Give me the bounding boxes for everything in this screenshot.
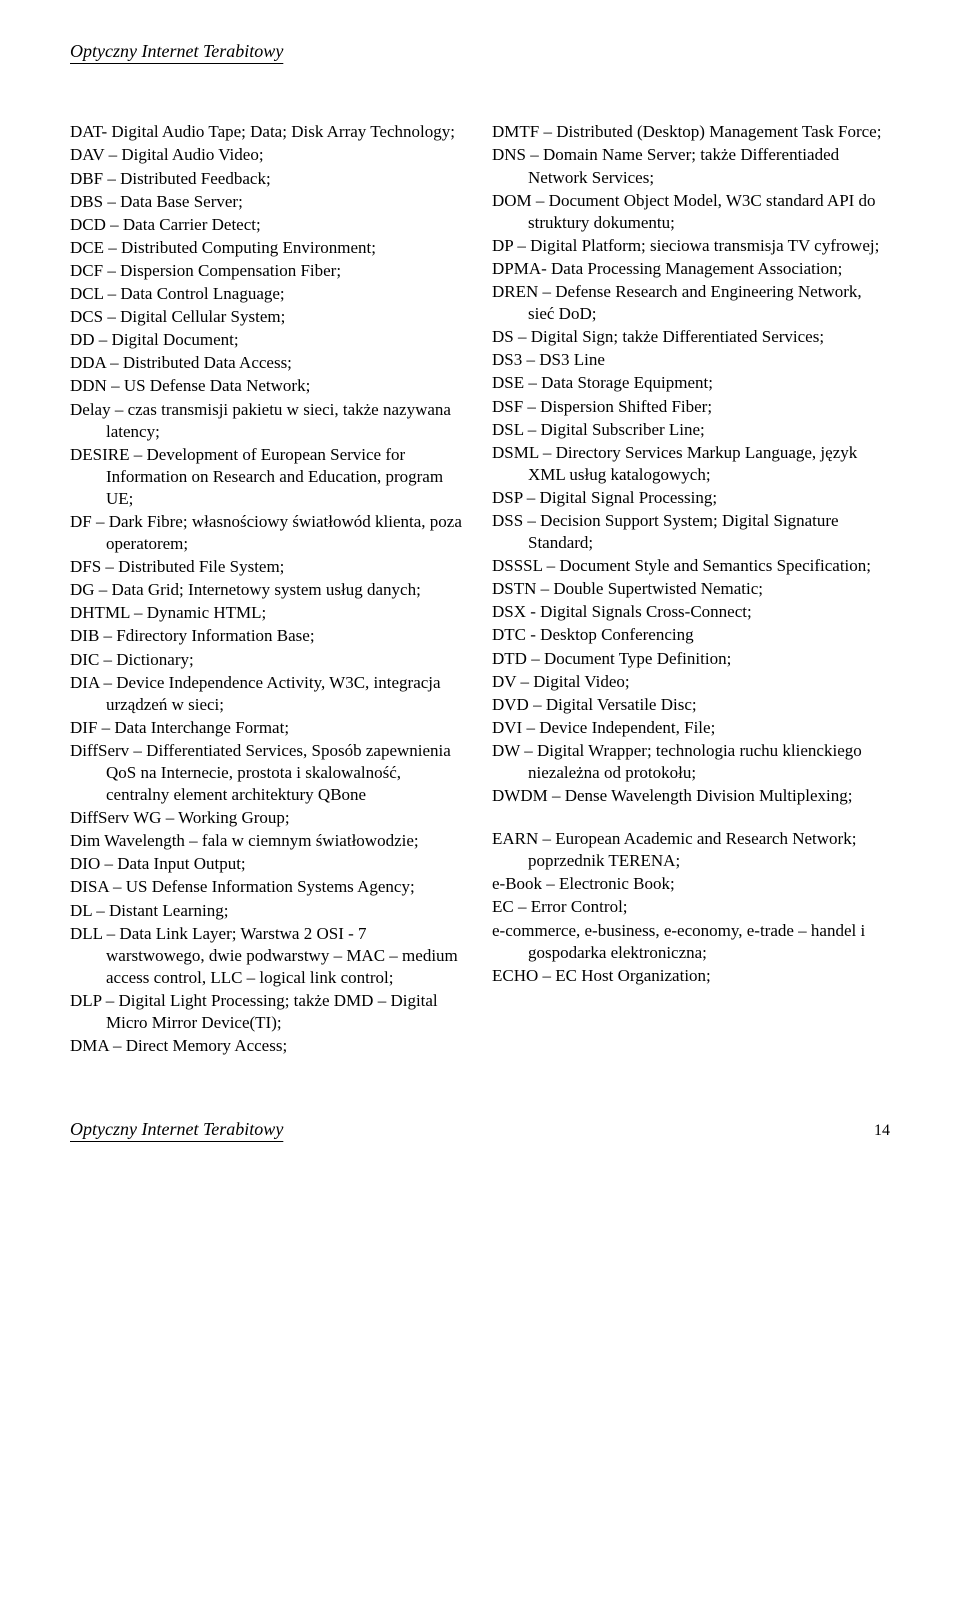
glossary-entry: DL – Distant Learning; xyxy=(70,900,468,922)
glossary-entry: DSL – Digital Subscriber Line; xyxy=(492,419,890,441)
glossary-entry: DREN – Defense Research and Engineering … xyxy=(492,281,890,325)
glossary-entry: DSF – Dispersion Shifted Fiber; xyxy=(492,396,890,418)
glossary-entry: DAV – Digital Audio Video; xyxy=(70,144,468,166)
glossary-entry: DD – Digital Document; xyxy=(70,329,468,351)
glossary-entry: DCS – Digital Cellular System; xyxy=(70,306,468,328)
glossary-entry: DCF – Dispersion Compensation Fiber; xyxy=(70,260,468,282)
glossary-entry: DSE – Data Storage Equipment; xyxy=(492,372,890,394)
glossary-entry: DSX - Digital Signals Cross-Connect; xyxy=(492,601,890,623)
content-columns: DAT- Digital Audio Tape; Data; Disk Arra… xyxy=(70,121,890,1058)
glossary-entry: DAT- Digital Audio Tape; Data; Disk Arra… xyxy=(70,121,468,143)
glossary-entry: EC – Error Control; xyxy=(492,896,890,918)
glossary-entry: e-Book – Electronic Book; xyxy=(492,873,890,895)
glossary-entry: DDA – Distributed Data Access; xyxy=(70,352,468,374)
glossary-entry: DG – Data Grid; Internetowy system usług… xyxy=(70,579,468,601)
glossary-entry: e-commerce, e-business, e-economy, e-tra… xyxy=(492,920,890,964)
glossary-entry: DS – Digital Sign; także Differentiated … xyxy=(492,326,890,348)
glossary-entry: DMA – Direct Memory Access; xyxy=(70,1035,468,1057)
page-footer: Optyczny Internet Terabitowy 14 xyxy=(70,1118,890,1141)
glossary-entry: DS3 – DS3 Line xyxy=(492,349,890,371)
section-spacer xyxy=(492,808,890,828)
glossary-entry: DLP – Digital Light Processing; także DM… xyxy=(70,990,468,1034)
glossary-entry: Dim Wavelength – fala w ciemnym światłow… xyxy=(70,830,468,852)
glossary-entry: DiffServ WG – Working Group; xyxy=(70,807,468,829)
glossary-entry: DIC – Dictionary; xyxy=(70,649,468,671)
glossary-entry: DIA – Device Independence Activity, W3C,… xyxy=(70,672,468,716)
glossary-entry: DOM – Document Object Model, W3C standar… xyxy=(492,190,890,234)
glossary-entry: DVI – Device Independent, File; xyxy=(492,717,890,739)
glossary-entry: ECHO – EC Host Organization; xyxy=(492,965,890,987)
left-column: DAT- Digital Audio Tape; Data; Disk Arra… xyxy=(70,121,468,1058)
glossary-entry: DCD – Data Carrier Detect; xyxy=(70,214,468,236)
glossary-entry: DSSSL – Document Style and Semantics Spe… xyxy=(492,555,890,577)
page-header-title: Optyczny Internet Terabitowy xyxy=(70,40,890,71)
glossary-entry: DTD – Document Type Definition; xyxy=(492,648,890,670)
glossary-entry: DSTN – Double Supertwisted Nematic; xyxy=(492,578,890,600)
glossary-entry: Delay – czas transmisji pakietu w sieci,… xyxy=(70,399,468,443)
glossary-entry: DP – Digital Platform; sieciowa transmis… xyxy=(492,235,890,257)
glossary-entry: EARN – European Academic and Research Ne… xyxy=(492,828,890,872)
glossary-entry: DBF – Distributed Feedback; xyxy=(70,168,468,190)
page-number: 14 xyxy=(874,1121,890,1142)
glossary-entry: DSS – Decision Support System; Digital S… xyxy=(492,510,890,554)
glossary-entry: DNS – Domain Name Server; także Differen… xyxy=(492,144,890,188)
glossary-entry: DSML – Directory Services Markup Languag… xyxy=(492,442,890,486)
glossary-entry: DWDM – Dense Wavelength Division Multipl… xyxy=(492,785,890,807)
glossary-entry: DDN – US Defense Data Network; xyxy=(70,375,468,397)
glossary-entry: DPMA- Data Processing Management Associa… xyxy=(492,258,890,280)
glossary-entry: DHTML – Dynamic HTML; xyxy=(70,602,468,624)
glossary-entry: DFS – Distributed File System; xyxy=(70,556,468,578)
glossary-entry: DMTF – Distributed (Desktop) Management … xyxy=(492,121,890,143)
glossary-entry: DCE – Distributed Computing Environment; xyxy=(70,237,468,259)
glossary-entry: DESIRE – Development of European Service… xyxy=(70,444,468,510)
glossary-entry: DBS – Data Base Server; xyxy=(70,191,468,213)
glossary-entry: DSP – Digital Signal Processing; xyxy=(492,487,890,509)
glossary-entry: DISA – US Defense Information Systems Ag… xyxy=(70,876,468,898)
glossary-entry: DIB – Fdirectory Information Base; xyxy=(70,625,468,647)
glossary-entry: DW – Digital Wrapper; technologia ruchu … xyxy=(492,740,890,784)
glossary-entry: DiffServ – Differentiated Services, Spos… xyxy=(70,740,468,806)
glossary-entry: DVD – Digital Versatile Disc; xyxy=(492,694,890,716)
glossary-entry: DIO – Data Input Output; xyxy=(70,853,468,875)
glossary-entry: DIF – Data Interchange Format; xyxy=(70,717,468,739)
glossary-entry: DF – Dark Fibre; własnościowy światłowód… xyxy=(70,511,468,555)
glossary-entry: DCL – Data Control Lnaguage; xyxy=(70,283,468,305)
glossary-entry: DTC - Desktop Conferencing xyxy=(492,624,890,646)
right-column: DMTF – Distributed (Desktop) Management … xyxy=(492,121,890,1058)
footer-title: Optyczny Internet Terabitowy xyxy=(70,1118,283,1141)
glossary-entry: DLL – Data Link Layer; Warstwa 2 OSI - 7… xyxy=(70,923,468,989)
glossary-entry: DV – Digital Video; xyxy=(492,671,890,693)
